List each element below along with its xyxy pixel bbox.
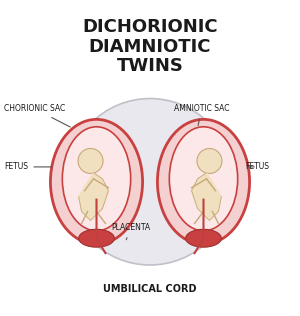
Ellipse shape	[169, 127, 238, 231]
Text: AMNIOTIC SAC: AMNIOTIC SAC	[174, 105, 229, 125]
Polygon shape	[79, 173, 108, 221]
Ellipse shape	[79, 229, 114, 247]
Polygon shape	[192, 173, 221, 221]
Circle shape	[67, 99, 233, 265]
Circle shape	[197, 149, 222, 173]
Text: DIAMNIOTIC: DIAMNIOTIC	[89, 38, 211, 56]
Ellipse shape	[158, 119, 250, 244]
Text: UMBILICAL CORD: UMBILICAL CORD	[103, 284, 197, 294]
Text: CHORIONIC SAC: CHORIONIC SAC	[4, 105, 70, 127]
Ellipse shape	[50, 119, 142, 244]
Text: TWINS: TWINS	[117, 57, 183, 75]
Text: DICHORIONIC: DICHORIONIC	[82, 18, 218, 36]
Text: FETUS: FETUS	[245, 162, 269, 171]
Text: FETUS: FETUS	[4, 162, 52, 171]
Text: PLACENTA: PLACENTA	[111, 223, 151, 240]
Ellipse shape	[62, 127, 131, 231]
Ellipse shape	[186, 229, 221, 247]
Circle shape	[78, 149, 103, 173]
